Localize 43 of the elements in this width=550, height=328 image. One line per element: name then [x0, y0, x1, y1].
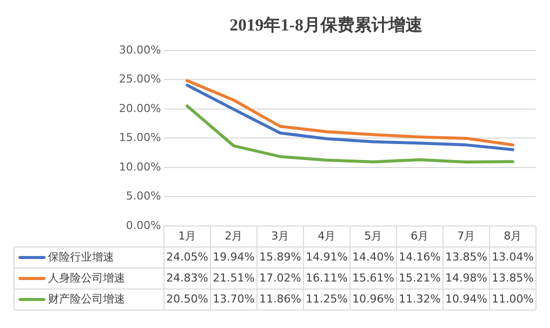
x-tick-label: 4月 — [318, 229, 336, 242]
legend-label: 财产险公司增速 — [48, 292, 125, 306]
data-label: 15.61% — [352, 271, 394, 284]
data-label: 15.21% — [398, 271, 441, 284]
data-label: 10.96% — [352, 292, 394, 306]
data-label: 17.02% — [259, 271, 302, 284]
y-tick-label: 15.00% — [118, 131, 161, 144]
data-label: 19.94% — [212, 250, 255, 264]
data-label: 14.91% — [306, 250, 348, 264]
y-tick-label: 10.00% — [118, 160, 161, 174]
data-label: 13.85% — [445, 250, 488, 264]
data-label: 24.83% — [166, 271, 208, 284]
y-tick-label: 20.00% — [118, 102, 161, 115]
chart-title: 2019年1-8月保费累计增速 — [230, 16, 422, 35]
data-label: 11.86% — [259, 292, 302, 306]
data-label: 11.25% — [306, 292, 348, 306]
data-label: 16.11% — [306, 271, 348, 284]
data-label: 14.16% — [398, 250, 441, 264]
data-label: 13.04% — [492, 250, 534, 264]
data-label: 21.51% — [212, 271, 255, 284]
x-tick-label: 5月 — [364, 229, 382, 242]
x-tick-label: 1月 — [178, 229, 196, 242]
x-tick-label: 7月 — [457, 229, 476, 242]
y-tick-label: 30.00% — [118, 43, 161, 56]
x-tick-label: 6月 — [410, 229, 429, 242]
data-label: 15.89% — [259, 250, 302, 264]
data-label: 10.94% — [445, 292, 488, 306]
data-label: 11.00% — [492, 292, 534, 306]
y-tick-label: 0.00% — [126, 218, 161, 232]
y-tick-label: 5.00% — [126, 190, 161, 203]
data-label: 24.05% — [166, 250, 208, 264]
data-label: 20.50% — [166, 292, 208, 306]
x-tick-label: 8月 — [504, 229, 522, 242]
y-tick-label: 25.00% — [118, 72, 161, 86]
legend-label: 人身险公司增速 — [48, 271, 125, 284]
data-label: 13.70% — [212, 292, 255, 306]
data-label: 14.40% — [352, 250, 394, 264]
x-tick-label: 2月 — [224, 229, 243, 242]
data-label: 14.98% — [445, 271, 488, 284]
x-tick-label: 3月 — [271, 229, 290, 242]
data-label: 13.85% — [492, 271, 534, 284]
legend-label: 保险行业增速 — [48, 250, 114, 264]
data-label: 11.32% — [398, 292, 441, 306]
